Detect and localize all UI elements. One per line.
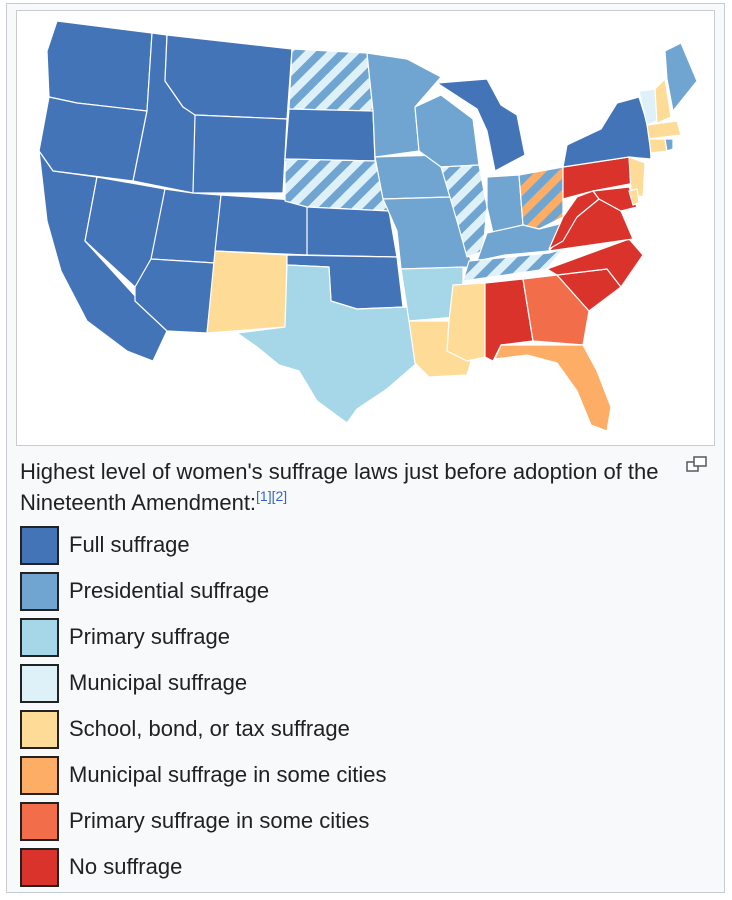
state-maine[interactable]	[664, 42, 698, 112]
state-florida[interactable]	[494, 344, 612, 432]
figure-caption: Highest level of women's suffrage laws j…	[20, 456, 680, 518]
state-kansas[interactable]	[306, 206, 398, 258]
state-indiana[interactable]	[486, 174, 524, 234]
state-texas[interactable]	[236, 264, 418, 424]
reference-link-1[interactable]: [1]	[256, 488, 272, 504]
state-california[interactable]	[38, 150, 168, 362]
state-rhode-island[interactable]	[664, 138, 674, 152]
caption-text: Highest level of women's suffrage laws j…	[20, 459, 659, 515]
legend-swatch-none	[20, 848, 59, 887]
state-oregon[interactable]	[38, 96, 148, 182]
caption-refs: [1][2]	[256, 488, 287, 504]
state-connecticut[interactable]	[648, 138, 668, 154]
state-new-hampshire[interactable]	[654, 78, 672, 124]
figure-thumbnail: Highest level of women's suffrage laws j…	[6, 3, 725, 893]
legend-swatch-primary	[20, 618, 59, 657]
legend-swatch-presidential	[20, 572, 59, 611]
state-michigan[interactable]	[436, 78, 526, 172]
state-ohio[interactable]	[518, 166, 564, 230]
state-north-dakota[interactable]	[288, 48, 374, 112]
legend-label-primary-some: Primary suffrage in some cities	[69, 808, 370, 833]
state-nebraska[interactable]	[284, 158, 390, 212]
us-suffrage-map[interactable]	[16, 10, 715, 446]
legend-swatch-municipal	[20, 664, 59, 703]
legend-swatch-primary-some	[20, 802, 59, 841]
state-mississippi[interactable]	[446, 282, 486, 362]
magnify-clip-icon[interactable]	[686, 456, 708, 474]
reference-link-2[interactable]: [2]	[271, 488, 288, 504]
legend-swatch-school	[20, 710, 59, 749]
state-maryland[interactable]	[592, 186, 638, 212]
state-delaware[interactable]	[628, 188, 640, 206]
legend-label-municipal: Municipal suffrage	[69, 670, 248, 695]
state-tennessee[interactable]	[462, 248, 564, 282]
legend-swatch-municipal-some	[20, 756, 59, 795]
state-montana[interactable]	[164, 34, 293, 120]
legend-label-full: Full suffrage	[69, 532, 190, 557]
legend-label-primary: Primary suffrage	[69, 624, 230, 649]
legend-label-presidential: Presidential suffrage	[69, 578, 270, 603]
state-west-virginia[interactable]	[548, 190, 600, 250]
legend-label-none: No suffrage	[69, 854, 183, 879]
state-new-jersey[interactable]	[628, 156, 646, 198]
state-massachusetts[interactable]	[646, 120, 682, 140]
state-south-dakota[interactable]	[284, 108, 376, 162]
state-new-mexico[interactable]	[206, 250, 288, 334]
state-new-york[interactable]	[562, 96, 652, 168]
state-washington[interactable]	[46, 20, 153, 112]
legend-label-school: School, bond, or tax suffrage	[69, 716, 350, 741]
us-map-svg	[38, 20, 698, 432]
legend-swatch-full	[20, 526, 59, 565]
legend-label-municipal-some: Municipal suffrage in some cities	[69, 762, 387, 787]
state-wyoming[interactable]	[192, 114, 288, 194]
